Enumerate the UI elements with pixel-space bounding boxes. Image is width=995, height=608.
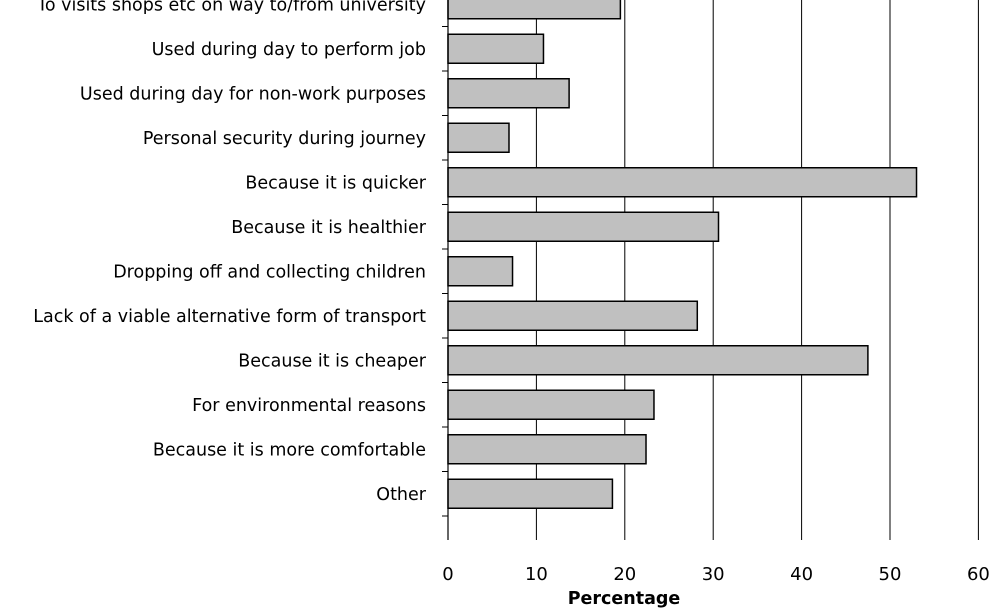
category-label: To visits shops etc on way to/from unive… <box>36 0 426 15</box>
x-tick-label: 10 <box>525 564 548 585</box>
x-tick-label: 30 <box>702 564 725 585</box>
category-label: Used during day to perform job <box>152 40 426 60</box>
x-tick-label: 60 <box>967 564 990 585</box>
category-label: Because it is quicker <box>245 173 426 193</box>
bar <box>447 478 614 509</box>
x-axis-title: Percentage <box>568 589 681 608</box>
bar <box>447 211 720 242</box>
category-label: Other <box>376 485 426 505</box>
category-label: Because it is cheaper <box>238 351 427 371</box>
category-label: Lack of a viable alternative form of tra… <box>33 307 426 327</box>
bar <box>447 256 514 287</box>
bar <box>447 33 545 64</box>
bar <box>447 345 869 376</box>
bar <box>447 167 918 198</box>
bar <box>447 434 647 465</box>
category-label: Because it is more comfortable <box>153 440 426 460</box>
category-label: Personal security during journey <box>143 129 426 149</box>
x-tick-label: 40 <box>790 564 813 585</box>
bar <box>447 78 570 109</box>
x-tick-label: 0 <box>442 564 453 585</box>
category-label: Because it is healthier <box>231 218 427 238</box>
bar <box>447 0 622 20</box>
x-tick-label: 50 <box>879 564 902 585</box>
category-label: Used during day for non-work purposes <box>80 84 426 104</box>
y-tick-marks <box>442 26 448 517</box>
category-labels: To visits shops etc on way to/from unive… <box>33 0 427 505</box>
x-tick-labels: 0 10 20 30 40 50 60 <box>442 564 990 585</box>
x-tick-label: 20 <box>613 564 636 585</box>
bar <box>447 122 510 153</box>
bars <box>447 0 918 509</box>
category-label: Dropping off and collecting children <box>113 262 426 282</box>
bar <box>447 389 655 420</box>
bar <box>447 300 699 331</box>
category-label: For environmental reasons <box>192 396 426 416</box>
